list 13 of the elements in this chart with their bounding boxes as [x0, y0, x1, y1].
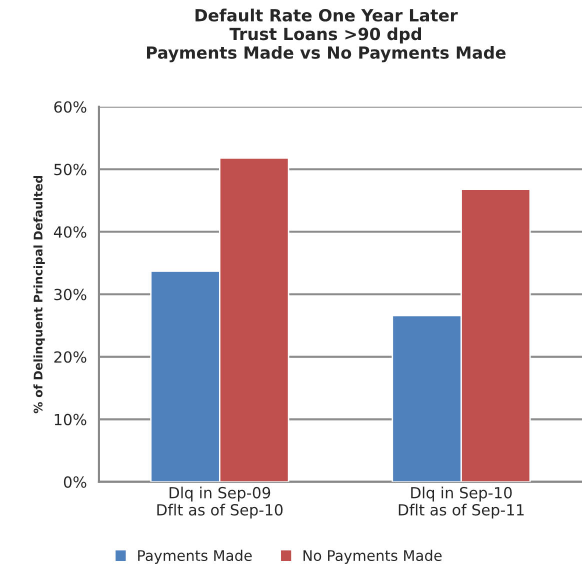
y-tick-label: 10%	[54, 414, 86, 426]
legend-label: No Payments Made	[304, 550, 442, 564]
y-tick-label: 0%	[64, 476, 86, 488]
y-tick-label: 60%	[54, 101, 86, 113]
x-tick-label: Dlq in Sep-10 Dflt as of Sep-11	[398, 486, 524, 519]
y-tick-label: 20%	[54, 351, 86, 363]
chart-title: Default Rate One Year Later Trust Loans >90 dpd Payments Made vs No Payments Made	[146, 8, 506, 62]
x-tick-label: Dlq in Sep-09 Dflt as of Sep-10	[157, 486, 283, 519]
y-tick-label: 40%	[54, 226, 86, 238]
legend-label: Payments Made	[138, 550, 252, 564]
y-tick-label: 50%	[54, 164, 86, 176]
y-tick-label: 30%	[54, 288, 86, 300]
y-axis-title: % of Delinquent Principal Defaulted	[33, 176, 45, 414]
